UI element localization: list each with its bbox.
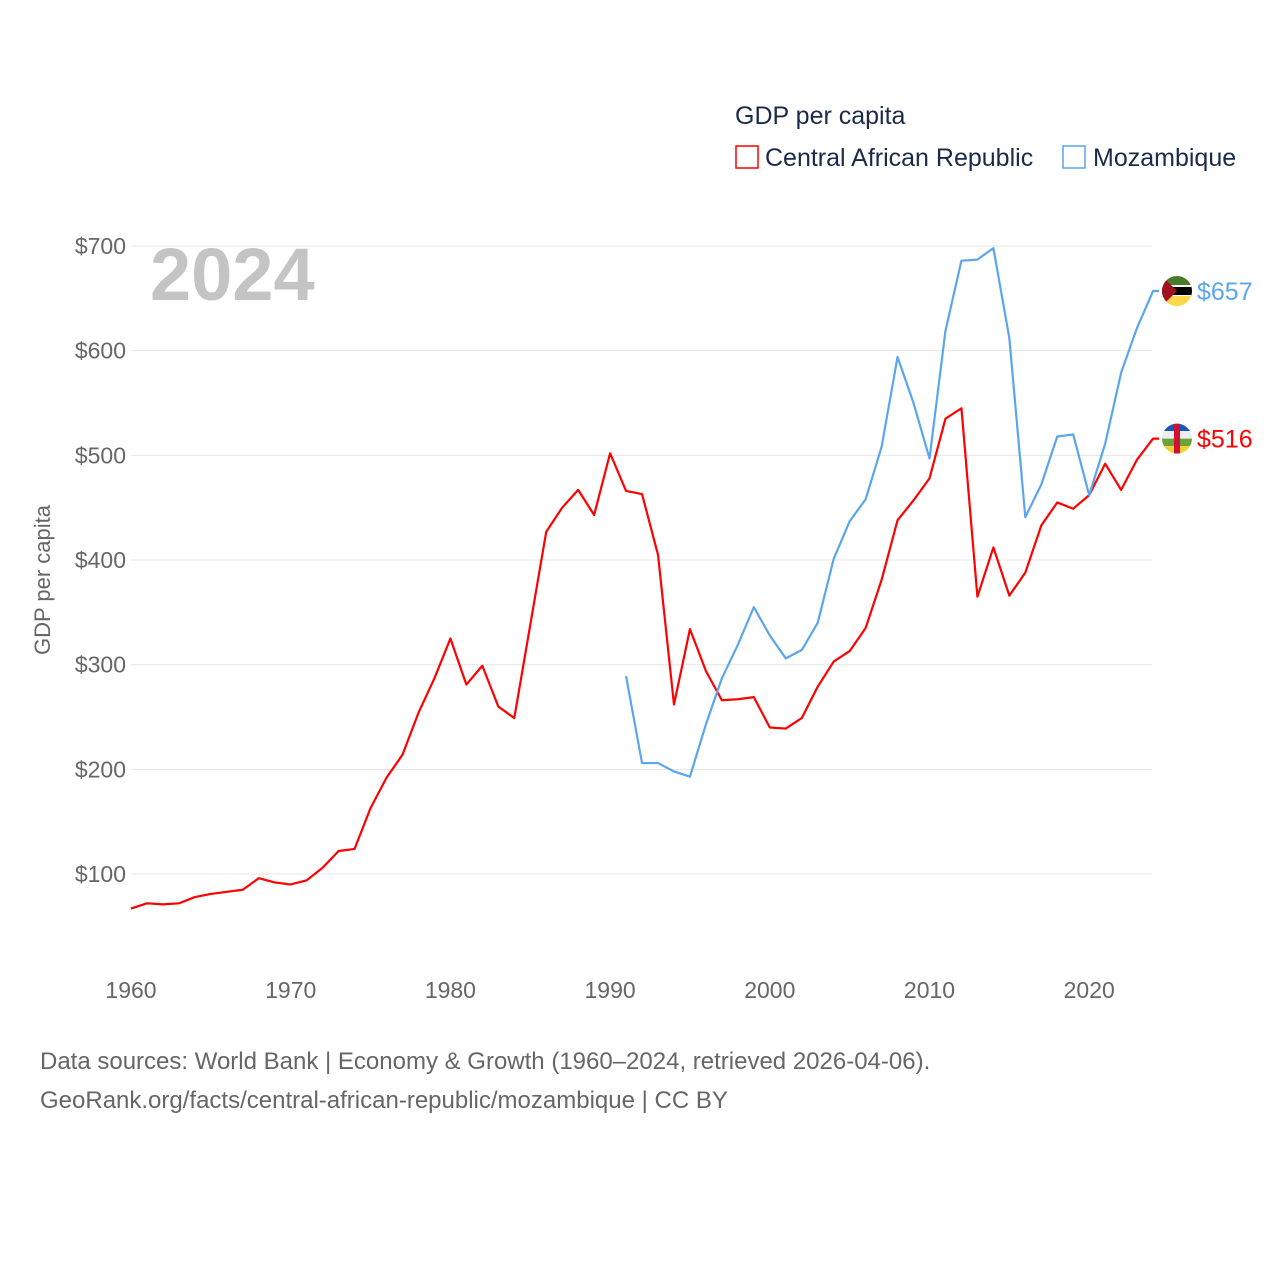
y-tick-label: $100 <box>75 861 126 887</box>
legend-item-mozambique[interactable]: Mozambique <box>1062 144 1236 172</box>
y-tick-label: $300 <box>75 652 126 678</box>
x-tick-label: 1990 <box>585 977 636 1003</box>
y-axis-label: GDP per capita <box>30 504 55 655</box>
y-tick-label: $600 <box>75 338 126 364</box>
legend-title: GDP per capita <box>735 102 906 130</box>
x-tick-label: 2020 <box>1064 977 1115 1003</box>
x-tick-label: 2000 <box>744 977 795 1003</box>
series-line-central-african-republic <box>130 407 1160 910</box>
legend-swatch <box>1062 145 1086 169</box>
year-watermark: 2024 <box>150 233 315 316</box>
x-tick-label: 1960 <box>105 977 156 1003</box>
legend-swatch <box>735 145 759 169</box>
x-tick-label: 1980 <box>425 977 476 1003</box>
end-value-label: $516 <box>1197 426 1253 454</box>
y-axis-ticks: $100 $200 $300 $400 $500 $600 $700 <box>75 233 126 887</box>
y-tick-label: $500 <box>75 442 126 468</box>
y-tick-label: $400 <box>75 547 126 573</box>
footer-source: Data sources: World Bank | Economy & Gro… <box>40 1048 930 1075</box>
end-value-label: $657 <box>1197 278 1253 306</box>
y-tick-label: $200 <box>75 756 126 782</box>
series-line-mozambique <box>624 247 1160 778</box>
legend-item-central-african-republic[interactable]: Central African Republic <box>735 144 1033 172</box>
y-tick-label: $700 <box>75 233 126 259</box>
legend: GDP per capita Central African Republic … <box>735 102 1236 172</box>
end-labels: $516 $657 <box>1162 276 1253 454</box>
x-axis-ticks: 1960 1970 1980 1990 2000 2010 2020 <box>105 977 1114 1003</box>
x-tick-label: 1970 <box>265 977 316 1003</box>
grid-lines <box>131 245 1152 875</box>
car-flag-icon <box>1162 423 1192 454</box>
legend-label: Central African Republic <box>765 144 1033 172</box>
mozambique-flag-icon <box>1162 276 1192 307</box>
legend-label: Mozambique <box>1093 144 1236 172</box>
footer-link[interactable]: GeoRank.org/facts/central-african-republ… <box>40 1087 728 1114</box>
series-lines <box>130 247 1160 910</box>
x-tick-label: 2010 <box>904 977 955 1003</box>
